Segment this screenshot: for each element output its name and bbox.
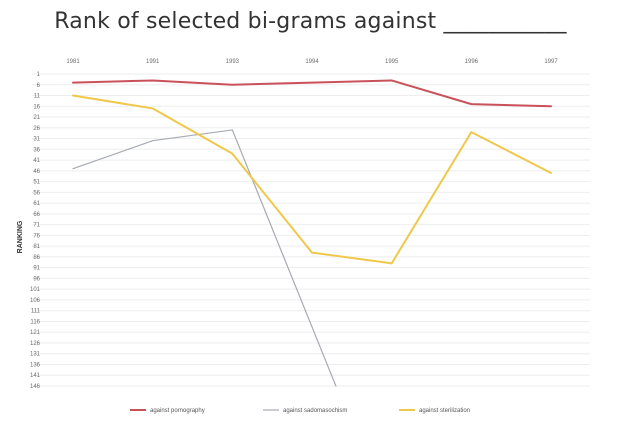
series-line-against-sadomasochism xyxy=(72,129,337,387)
y-tick-label: 96 xyxy=(33,276,40,282)
y-tick-label: 116 xyxy=(30,319,40,325)
y-tick-label: 111 xyxy=(31,309,41,315)
y-tick-label: 36 xyxy=(33,147,40,153)
y-tick-label: 136 xyxy=(30,362,41,368)
series-lines xyxy=(72,79,552,387)
y-tick-label: 76 xyxy=(33,233,40,239)
y-tick-label: 131 xyxy=(30,352,41,358)
x-tick-label: 1981 xyxy=(66,59,80,65)
y-tick-labels: 1611162126313641465156616671768186919610… xyxy=(30,72,41,390)
legend: against pornography against sadomasochism… xyxy=(130,408,470,414)
slide-title: Rank of selected bi-grams against ______… xyxy=(54,9,567,34)
y-tick-label: 51 xyxy=(33,180,40,186)
y-tick-label: 46 xyxy=(33,169,40,175)
y-tick-label: 126 xyxy=(30,341,41,347)
y-tick-label: 6 xyxy=(37,83,41,89)
y-tick-label: 21 xyxy=(33,115,40,121)
y-axis-title: RANKING xyxy=(17,220,24,253)
y-tick-label: 31 xyxy=(33,137,40,143)
x-tick-labels: 1981 1991 1993 1994 1995 1996 1997 xyxy=(66,59,558,65)
y-tick-label: 81 xyxy=(33,244,40,250)
y-tick-label: 101 xyxy=(30,287,41,293)
y-tick-label: 1 xyxy=(37,72,41,78)
y-tick-label: 61 xyxy=(33,201,40,207)
y-tick-label: 11 xyxy=(34,94,41,100)
y-tick-label: 71 xyxy=(33,223,40,229)
x-tick-label: 1994 xyxy=(305,59,319,65)
y-tick-label: 56 xyxy=(33,190,40,196)
x-tick-label: 1991 xyxy=(146,59,160,65)
y-tick-label: 141 xyxy=(30,373,41,379)
y-tick-label: 16 xyxy=(33,104,40,110)
y-tick-label: 86 xyxy=(33,255,40,261)
x-tick-label: 1996 xyxy=(465,59,479,65)
y-tick-label: 41 xyxy=(33,158,40,164)
y-tick-label: 91 xyxy=(33,266,40,272)
legend-label: against sadomasochism xyxy=(283,408,347,414)
y-tick-label: 66 xyxy=(33,212,40,218)
x-tick-label: 1995 xyxy=(385,59,399,65)
x-tick-label: 1997 xyxy=(544,59,558,65)
chart-background xyxy=(10,48,611,426)
y-tick-label: 26 xyxy=(33,126,40,132)
y-tick-label: 121 xyxy=(30,330,41,336)
legend-label: against pornography xyxy=(150,408,205,414)
legend-label: against sterilization xyxy=(419,408,470,414)
x-tick-label: 1993 xyxy=(226,59,240,65)
y-tick-label: 146 xyxy=(30,384,41,390)
y-tick-label: 106 xyxy=(30,298,41,304)
gridlines xyxy=(32,73,590,387)
